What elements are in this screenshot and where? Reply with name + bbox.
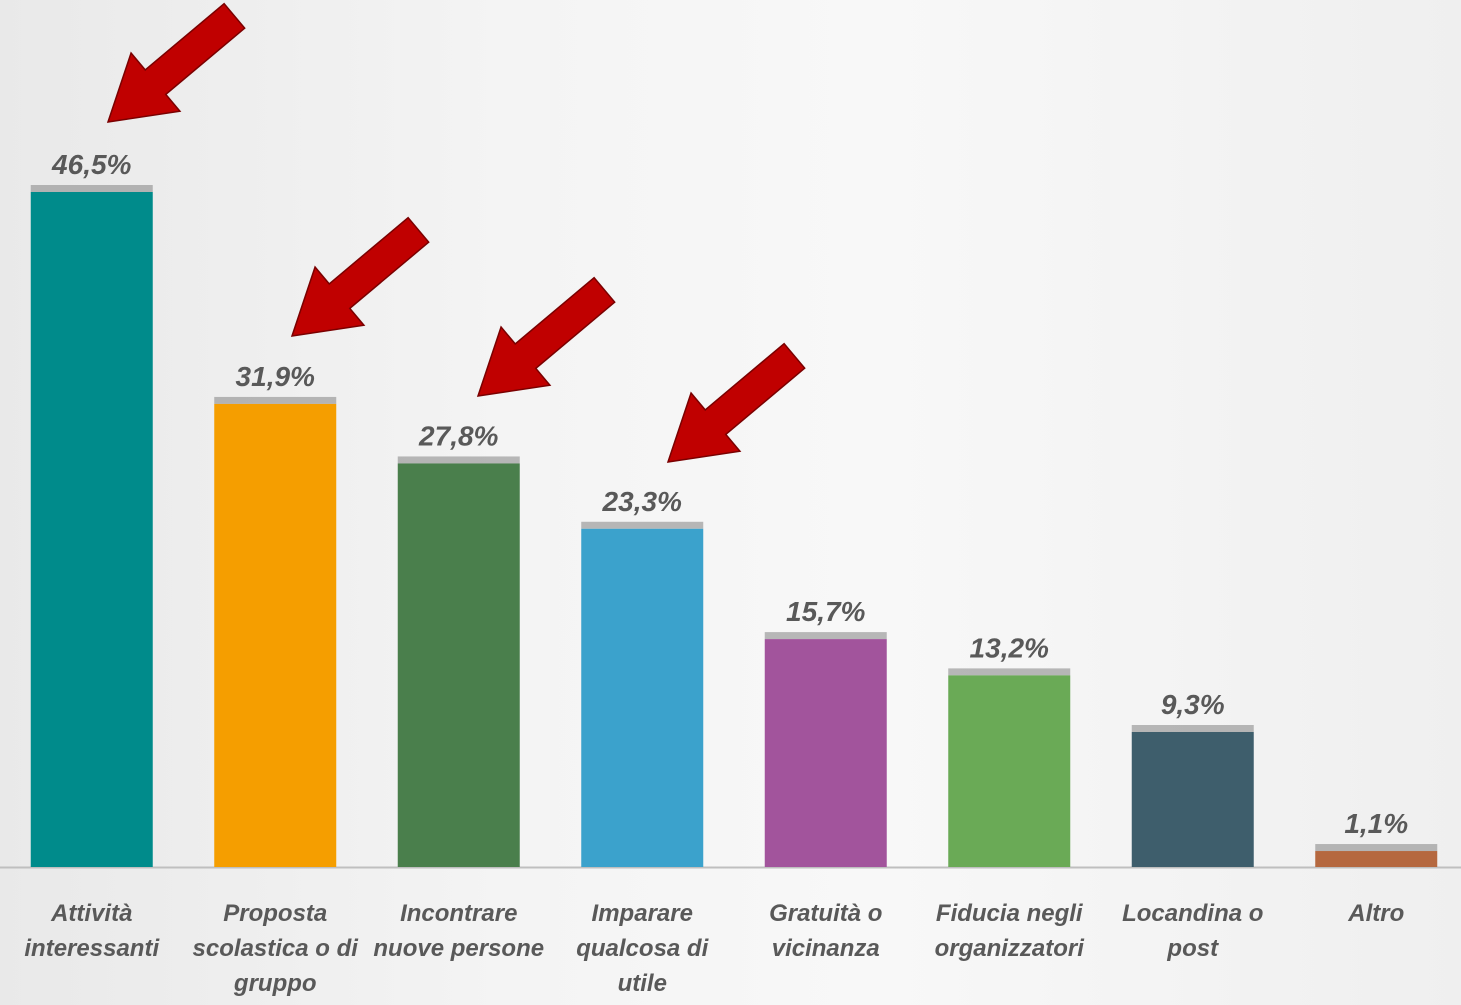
bar (30, 192, 153, 867)
x-tick-label: Fiducia negli organizzatori (934, 900, 1084, 962)
bar (214, 403, 337, 867)
value-label: 23,3% (602, 486, 682, 517)
bar-shadow (1315, 844, 1438, 852)
bar-shadow (581, 521, 704, 529)
x-tick-label: Attività interessanti (24, 900, 160, 962)
arrow (106, 2, 246, 123)
bar (948, 675, 1071, 867)
x-tick-label: Imparare qualcosa di utile (576, 900, 709, 997)
arrow (476, 276, 616, 397)
value-label: 31,9% (236, 361, 315, 392)
bar (764, 639, 887, 867)
bar-shadow (764, 632, 887, 640)
value-label: 13,2% (970, 632, 1049, 663)
bar (397, 463, 520, 867)
bar (581, 528, 704, 867)
x-tick-label: Proposta scolastica o di gruppo (192, 900, 358, 997)
bar-shadow (214, 396, 337, 404)
bar (1131, 732, 1254, 867)
x-tick-label: Incontrare nuove persone (373, 900, 545, 962)
bar-shadow (30, 185, 153, 192)
bar (1315, 851, 1438, 867)
x-tick-label: Altro (1348, 900, 1405, 927)
arrow (666, 342, 806, 463)
arrow (290, 216, 430, 337)
value-label: 1,1% (1344, 808, 1408, 839)
bar-shadow (948, 668, 1071, 676)
bar-shadow (397, 456, 520, 464)
value-label: 46,5% (51, 149, 131, 180)
x-tick-label: Locandina o post (1122, 900, 1264, 962)
arrows (106, 2, 806, 463)
value-label: 15,7% (786, 596, 865, 627)
value-label: 9,3% (1161, 689, 1225, 720)
bar-shadow (1131, 725, 1254, 732)
x-tick-label: Gratuità o vicinanza (769, 900, 883, 962)
value-label: 27,8% (418, 420, 498, 451)
